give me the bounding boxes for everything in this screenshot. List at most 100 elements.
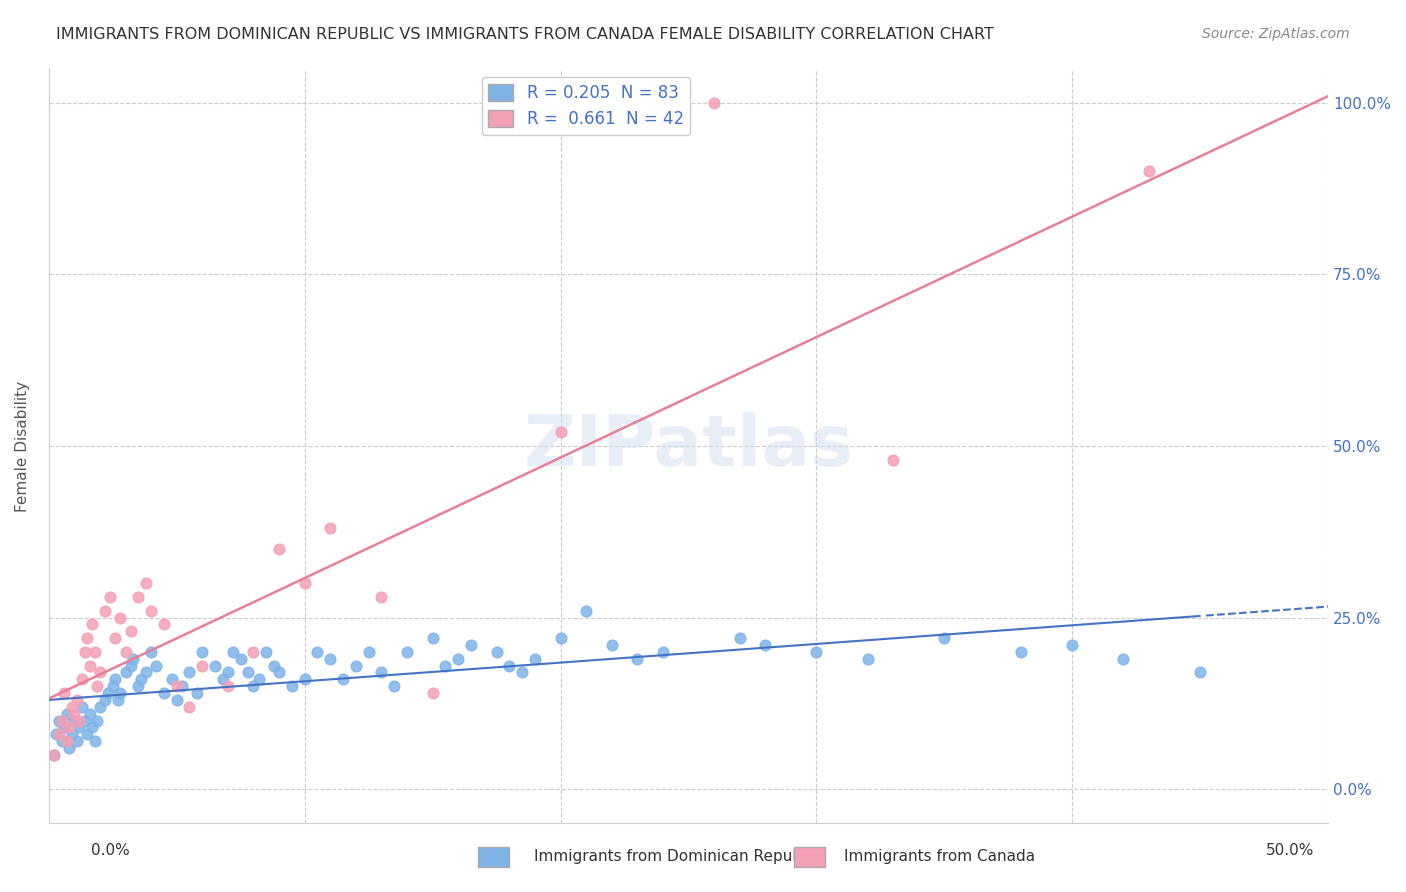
Point xyxy=(82,720,104,734)
Point xyxy=(485,645,508,659)
Point xyxy=(135,665,157,680)
Point xyxy=(170,679,193,693)
Point xyxy=(267,541,290,556)
Point xyxy=(69,714,91,728)
Point xyxy=(73,714,96,728)
Point xyxy=(422,686,444,700)
Point xyxy=(139,604,162,618)
Point xyxy=(70,699,93,714)
Point xyxy=(204,658,226,673)
Point xyxy=(104,631,127,645)
Point xyxy=(122,652,145,666)
Point xyxy=(42,747,65,762)
Point xyxy=(294,576,316,591)
Point xyxy=(166,679,188,693)
Point xyxy=(550,631,572,645)
Point xyxy=(294,673,316,687)
Text: Source: ZipAtlas.com: Source: ZipAtlas.com xyxy=(1202,27,1350,41)
Point xyxy=(83,734,105,748)
Point xyxy=(179,665,201,680)
Point xyxy=(145,658,167,673)
Point xyxy=(83,645,105,659)
Text: Immigrants from Canada: Immigrants from Canada xyxy=(844,849,1035,863)
Point xyxy=(1137,164,1160,178)
Point xyxy=(60,699,83,714)
Point xyxy=(238,665,260,680)
Point xyxy=(135,576,157,591)
Point xyxy=(94,604,117,618)
Point xyxy=(575,604,598,618)
Point xyxy=(179,699,201,714)
Point xyxy=(55,706,77,721)
Point xyxy=(79,658,101,673)
Point xyxy=(191,645,214,659)
Point xyxy=(319,521,342,535)
Point xyxy=(211,673,233,687)
Point xyxy=(66,693,89,707)
Point xyxy=(110,686,132,700)
Point xyxy=(242,645,264,659)
Point xyxy=(120,658,142,673)
Point xyxy=(53,720,76,734)
Point xyxy=(523,652,546,666)
Point xyxy=(107,693,129,707)
Point xyxy=(66,734,89,748)
Point xyxy=(651,645,673,659)
Point xyxy=(856,652,879,666)
Point xyxy=(48,714,70,728)
Point xyxy=(82,617,104,632)
Text: 50.0%: 50.0% xyxy=(1267,843,1315,858)
Point xyxy=(153,617,176,632)
Point xyxy=(63,714,86,728)
Point xyxy=(370,665,392,680)
Point xyxy=(53,686,76,700)
Legend: R = 0.205  N = 83, R =  0.661  N = 42: R = 0.205 N = 83, R = 0.661 N = 42 xyxy=(482,77,690,135)
Point xyxy=(58,741,80,756)
Y-axis label: Female Disability: Female Disability xyxy=(15,380,30,512)
Point xyxy=(422,631,444,645)
Point xyxy=(166,693,188,707)
Point xyxy=(357,645,380,659)
Point xyxy=(48,727,70,741)
Point xyxy=(127,590,149,604)
Point xyxy=(139,645,162,659)
Point xyxy=(104,673,127,687)
Point xyxy=(254,645,277,659)
Point xyxy=(86,679,108,693)
Point xyxy=(510,665,533,680)
Point xyxy=(160,673,183,687)
Point xyxy=(76,631,98,645)
Point xyxy=(247,673,270,687)
Point xyxy=(882,452,904,467)
Point xyxy=(281,679,304,693)
Point xyxy=(498,658,520,673)
Point xyxy=(319,652,342,666)
Point xyxy=(129,673,152,687)
Point xyxy=(229,652,252,666)
Point xyxy=(1112,652,1135,666)
Point xyxy=(114,665,136,680)
Point xyxy=(626,652,648,666)
Point xyxy=(120,624,142,639)
Text: 0.0%: 0.0% xyxy=(91,843,131,858)
Point xyxy=(222,645,245,659)
Point xyxy=(382,679,405,693)
Point xyxy=(370,590,392,604)
Point xyxy=(754,638,776,652)
Point xyxy=(447,652,470,666)
Point xyxy=(267,665,290,680)
Point xyxy=(434,658,457,673)
Point xyxy=(73,645,96,659)
Point xyxy=(186,686,208,700)
Point xyxy=(86,714,108,728)
Point xyxy=(70,673,93,687)
Point xyxy=(217,679,239,693)
Point xyxy=(242,679,264,693)
Point xyxy=(55,734,77,748)
Point xyxy=(101,679,124,693)
Point xyxy=(97,686,120,700)
Text: ZIPatlas: ZIPatlas xyxy=(523,411,853,481)
Point xyxy=(98,590,121,604)
Point xyxy=(1010,645,1032,659)
Point xyxy=(127,679,149,693)
